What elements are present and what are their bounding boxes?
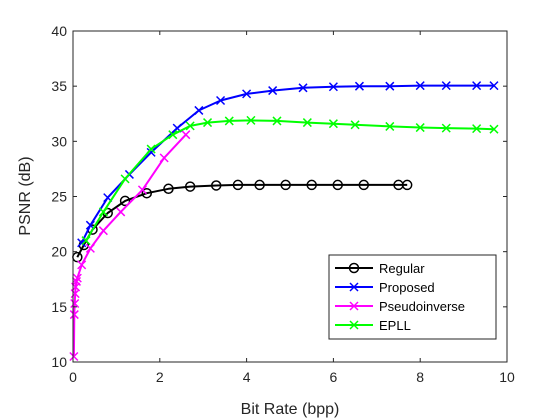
data-point-epll xyxy=(120,174,130,184)
data-point-pseudoinverse xyxy=(72,273,82,283)
data-point-proposed xyxy=(354,81,364,91)
data-point-regular xyxy=(254,179,265,191)
data-point-epll xyxy=(385,121,395,131)
y-tick-label: 30 xyxy=(51,133,67,149)
data-point-pseudoinverse xyxy=(71,276,82,286)
y-tick-label: 10 xyxy=(51,354,67,370)
data-point-regular xyxy=(358,179,370,191)
legend-entry-pseudoinverse: Pseudoinverse xyxy=(335,299,465,314)
data-point-proposed xyxy=(194,105,204,115)
data-point-proposed xyxy=(77,238,87,248)
data-point-regular xyxy=(232,179,244,191)
data-point-epll xyxy=(415,123,425,133)
data-point-epll xyxy=(185,121,195,131)
data-point-epll xyxy=(472,124,482,134)
data-point-epll xyxy=(146,144,156,154)
data-point-regular xyxy=(184,181,196,192)
data-point-proposed xyxy=(415,81,425,91)
data-point-epll xyxy=(489,124,499,134)
data-point-regular xyxy=(280,179,291,191)
data-point-pseudoinverse xyxy=(69,351,79,362)
data-point-proposed xyxy=(268,86,278,96)
data-point-proposed xyxy=(146,147,156,157)
legend-marker-regular xyxy=(348,262,360,274)
data-point-pseudoinverse xyxy=(77,260,87,270)
legend-marker-epll xyxy=(349,320,359,330)
data-point-regular xyxy=(401,179,413,191)
x-axis-label: Bit Rate (bpp) xyxy=(241,401,340,418)
y-tick-label: 25 xyxy=(51,189,67,205)
series-layer xyxy=(69,81,499,362)
x-tick-label: 10 xyxy=(499,369,515,385)
data-point-regular xyxy=(119,195,131,207)
data-point-epll xyxy=(328,119,338,129)
x-tick-label: 8 xyxy=(416,369,424,385)
data-point-proposed xyxy=(298,83,308,93)
data-point-regular xyxy=(306,179,317,191)
data-point-proposed xyxy=(328,82,338,92)
data-point-epll xyxy=(224,116,234,126)
data-point-proposed xyxy=(472,81,482,91)
data-point-epll xyxy=(246,115,256,125)
data-point-proposed xyxy=(242,89,252,99)
legend-marker-pseudoinverse xyxy=(349,301,359,311)
data-point-epll xyxy=(350,120,360,130)
data-point-regular xyxy=(332,179,343,191)
data-point-proposed xyxy=(216,95,226,106)
data-point-epll xyxy=(81,236,91,246)
data-point-pseudoinverse xyxy=(116,207,126,217)
legend-entry-epll: EPLL xyxy=(335,318,411,333)
x-tick-label: 4 xyxy=(243,369,251,385)
ticks-layer: 0 2 4 6 8 10 10 15 20 25 30 35 40 xyxy=(51,23,515,385)
data-point-pseudoinverse xyxy=(85,243,95,253)
legend-label-proposed: Proposed xyxy=(379,280,435,295)
data-point-regular xyxy=(163,183,174,195)
data-point-pseudoinverse xyxy=(98,226,108,236)
legend: Regular Proposed Pseudoinverse EPLL xyxy=(328,254,497,340)
y-tick-label: 35 xyxy=(51,78,67,94)
series-line-regular xyxy=(76,183,408,258)
legend-entry-regular: Regular xyxy=(335,261,425,276)
legend-entries: Regular Proposed Pseudoinverse EPLL xyxy=(335,261,465,333)
series-epll xyxy=(81,115,499,246)
data-point-epll xyxy=(441,123,451,133)
data-point-regular xyxy=(141,187,153,199)
series-pseudoinverse xyxy=(69,130,191,362)
legend-entry-proposed: Proposed xyxy=(335,280,435,295)
legend-label-pseudoinverse: Pseudoinverse xyxy=(379,299,465,314)
data-point-proposed xyxy=(441,81,451,91)
data-point-epll xyxy=(302,118,312,128)
data-point-regular xyxy=(210,180,222,191)
y-tick-label: 20 xyxy=(51,244,67,260)
data-point-pseudoinverse xyxy=(69,310,79,320)
x-tick-label: 2 xyxy=(156,369,164,385)
series-regular xyxy=(72,179,413,263)
data-point-pseudoinverse xyxy=(137,185,147,195)
data-point-proposed xyxy=(489,81,499,91)
series-line-epll xyxy=(85,119,495,242)
data-point-epll xyxy=(203,118,213,128)
legend-label-regular: Regular xyxy=(379,261,425,276)
x-tick-label: 6 xyxy=(330,369,338,385)
legend-marker-proposed xyxy=(349,282,359,292)
data-point-proposed xyxy=(385,81,395,91)
legend-label-epll: EPLL xyxy=(379,318,411,333)
data-point-pseudoinverse xyxy=(159,153,169,163)
y-axis-label: PSNR (dB) xyxy=(17,156,34,235)
y-tick-label: 40 xyxy=(51,23,67,39)
y-tick-label: 15 xyxy=(51,299,67,315)
data-point-epll xyxy=(98,207,108,217)
data-point-pseudoinverse xyxy=(181,130,191,140)
data-point-pseudoinverse xyxy=(70,298,80,309)
data-point-epll xyxy=(272,116,282,126)
data-point-epll xyxy=(168,130,178,140)
x-tick-label: 0 xyxy=(69,369,77,385)
